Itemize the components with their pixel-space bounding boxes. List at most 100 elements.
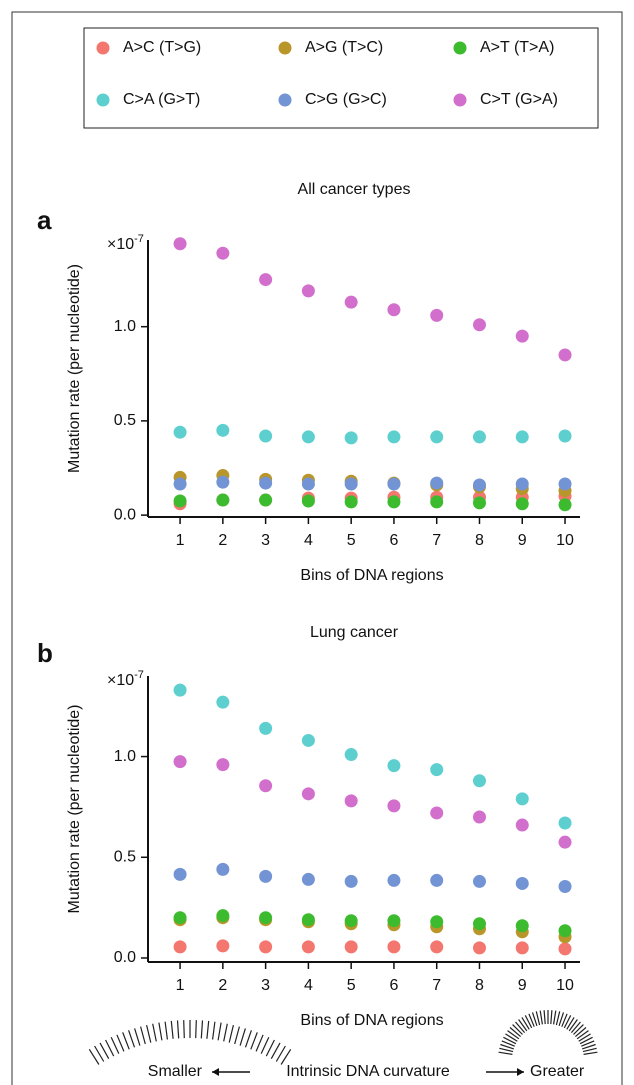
point (344, 431, 358, 445)
point (259, 493, 273, 507)
legend-marker (96, 93, 110, 107)
x-tick-label: 2 (218, 532, 227, 549)
point (173, 867, 187, 881)
point (259, 940, 273, 954)
point (387, 799, 401, 813)
x-tick-label: 9 (518, 977, 527, 994)
x-tick-label: 8 (475, 532, 484, 549)
point (259, 869, 273, 883)
point (430, 476, 444, 490)
x-tick-label: 10 (556, 532, 574, 549)
point (430, 495, 444, 509)
point (558, 879, 572, 893)
multiplier-exponent: -7 (134, 669, 144, 681)
y-tick-label: 0.0 (114, 506, 136, 523)
point (472, 774, 486, 788)
point (430, 806, 444, 820)
x-tick-label: 4 (304, 532, 313, 549)
point (173, 237, 187, 251)
point (216, 909, 230, 923)
point (344, 748, 358, 762)
point (558, 429, 572, 443)
panel-letter: a (37, 205, 52, 235)
x-tick-label: 7 (432, 532, 441, 549)
point (344, 495, 358, 509)
x-tick-label: 3 (261, 977, 270, 994)
point (558, 348, 572, 362)
x-tick-label: 9 (518, 532, 527, 549)
point (472, 496, 486, 510)
point (387, 914, 401, 928)
point (472, 941, 486, 955)
multiplier-exponent: -7 (134, 233, 144, 245)
y-axis-label: Mutation rate (per nucleotide) (66, 705, 83, 914)
point (515, 876, 529, 890)
legend-label: A>T (T>A) (480, 39, 554, 56)
point (472, 430, 486, 444)
point (301, 733, 315, 747)
legend-label: C>A (G>T) (123, 91, 200, 108)
point (344, 794, 358, 808)
legend-label: A>C (T>G) (123, 39, 201, 56)
legend-label: A>G (T>C) (305, 39, 383, 56)
x-tick-label: 8 (475, 977, 484, 994)
point (515, 919, 529, 933)
point (472, 917, 486, 931)
point (430, 308, 444, 322)
multiplier-base: ×10 (107, 236, 134, 253)
y-multiplier: ×10-7 (107, 233, 144, 253)
x-tick-label: 5 (347, 977, 356, 994)
point (430, 915, 444, 929)
x-axis-label: Bins of DNA regions (300, 1012, 443, 1029)
point (558, 942, 572, 956)
curvature-icon (88, 1020, 292, 1065)
legend-label: C>T (G>A) (480, 91, 558, 108)
x-tick-label: 3 (261, 532, 270, 549)
point (173, 494, 187, 508)
point (301, 940, 315, 954)
y-tick-label: 0.5 (114, 848, 136, 865)
y-axis-label: Mutation rate (per nucleotide) (66, 264, 83, 473)
point (387, 759, 401, 773)
point (387, 873, 401, 887)
point (515, 818, 529, 832)
point (173, 477, 187, 491)
legend-marker (453, 41, 467, 55)
arrowhead-left (212, 1068, 219, 1076)
point (515, 329, 529, 343)
point (344, 914, 358, 928)
point (259, 911, 273, 925)
scale-right: Greater (530, 1063, 585, 1080)
curvature-icons (88, 1010, 598, 1065)
point (259, 429, 273, 443)
legend-marker (96, 41, 110, 55)
y-multiplier: ×10-7 (107, 669, 144, 689)
legend: A>C (T>G) A>G (T>C) A>T (T>A) C>A (G>T) C>G … (96, 39, 558, 108)
point (515, 792, 529, 806)
point (558, 835, 572, 849)
point (387, 303, 401, 317)
y-tick-label: 1.0 (114, 748, 136, 765)
point (173, 911, 187, 925)
curvature-icon (498, 1010, 598, 1055)
point (515, 941, 529, 955)
x-tick-label: 6 (389, 977, 398, 994)
x-tick-label: 1 (176, 532, 185, 549)
point (259, 721, 273, 735)
panel-title: All cancer types (298, 181, 411, 198)
point (430, 763, 444, 777)
point (301, 284, 315, 298)
point (515, 497, 529, 511)
point (344, 295, 358, 309)
point (216, 475, 230, 489)
point (259, 779, 273, 793)
point (472, 810, 486, 824)
y-tick-label: 0.0 (114, 949, 136, 966)
point (216, 246, 230, 260)
point (558, 816, 572, 830)
legend-marker (453, 93, 467, 107)
point (301, 477, 315, 491)
point (472, 874, 486, 888)
point (472, 478, 486, 492)
x-tick-label: 2 (218, 977, 227, 994)
